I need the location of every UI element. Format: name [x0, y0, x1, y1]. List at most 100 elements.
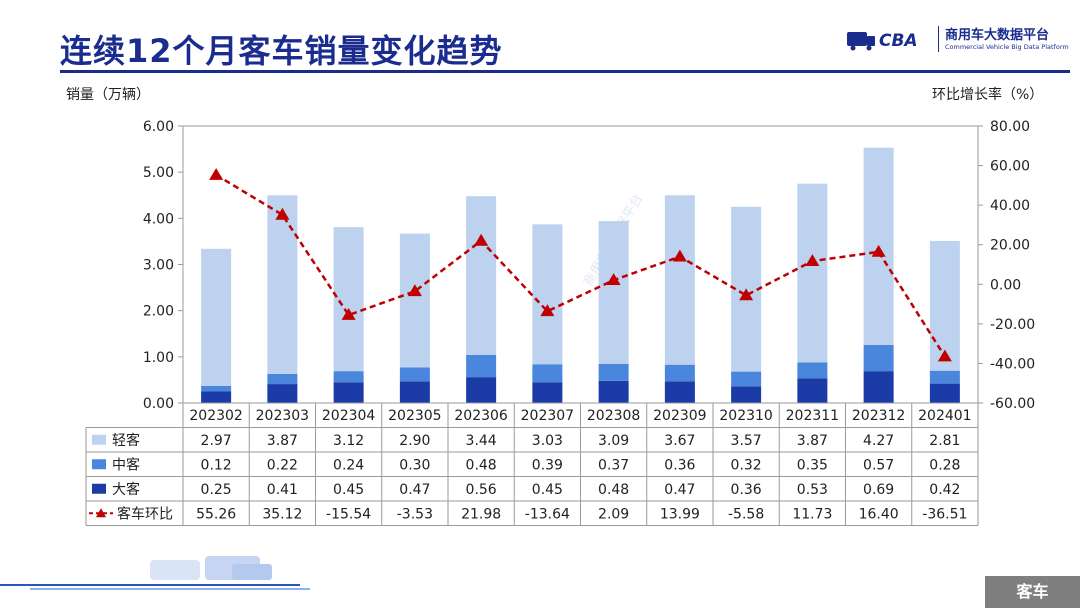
table-cell-value: 3.44: [466, 433, 497, 449]
category-tag: 客车: [985, 576, 1080, 608]
y-right-tick-label: -40.00: [990, 356, 1035, 372]
table-cell-value: 0.42: [929, 482, 960, 498]
bar-segment-mid: [532, 364, 563, 383]
x-tick-label: 202307: [521, 408, 574, 424]
y-right-tick-label: -20.00: [990, 317, 1035, 333]
table-cell-value: 11.73: [792, 506, 832, 522]
y-left-tick-label: 5.00: [143, 165, 174, 181]
bar-segment-large: [929, 383, 960, 403]
table-cell-value: 0.69: [863, 482, 894, 498]
bar-segment-light: [664, 195, 695, 365]
table-cell-value: 0.22: [267, 457, 298, 473]
bar-segment-large: [399, 381, 430, 403]
bar-segment-large: [598, 380, 629, 403]
bar-segment-large: [267, 384, 298, 403]
table-cell-value: 0.30: [399, 457, 430, 473]
table-cell-value: 0.45: [532, 482, 563, 498]
table-cell-value: 0.36: [731, 482, 762, 498]
table-cell-value: 0.12: [201, 457, 232, 473]
y-right-tick-label: -60.00: [990, 396, 1035, 412]
table-cell-value: 4.27: [863, 433, 894, 449]
y-right-tick-label: 20.00: [990, 238, 1030, 254]
x-tick-label: 202303: [256, 408, 309, 424]
bar-segment-mid: [797, 362, 828, 379]
bar-segment-mid: [929, 370, 960, 384]
table-cell-value: 2.81: [929, 433, 960, 449]
bar-segment-light: [466, 196, 497, 355]
x-tick-label: 202308: [587, 408, 640, 424]
y-left-tick-label: 4.00: [143, 211, 174, 227]
table-cell-value: -3.53: [397, 506, 433, 522]
line-point-marker: [937, 349, 952, 362]
table-cell-value: 0.35: [797, 457, 828, 473]
table-cell-value: 3.87: [267, 433, 298, 449]
table-cell-value: 0.32: [731, 457, 762, 473]
table-cell-value: 0.48: [466, 457, 497, 473]
bar-segment-large: [333, 382, 364, 403]
table-cell-value: 13.99: [660, 506, 700, 522]
table-cell-value: 0.47: [664, 482, 695, 498]
table-cell-value: 0.36: [664, 457, 695, 473]
bar-segment-mid: [664, 364, 695, 382]
y-axis-right-label: 环比增长率（%）: [932, 87, 1044, 103]
bar-segment-large: [201, 391, 232, 403]
legend-label: 大客: [112, 481, 140, 498]
table-cell-value: 2.09: [598, 506, 629, 522]
logo-separator: [938, 26, 939, 52]
bar-segment-large: [797, 378, 828, 403]
table-cell-value: 2.97: [201, 433, 232, 449]
line-point-marker: [540, 304, 555, 317]
y-right-tick-label: 60.00: [990, 159, 1030, 175]
x-tick-label: 202305: [388, 408, 441, 424]
line-point-marker: [606, 273, 621, 286]
x-tick-label: 202306: [454, 408, 508, 424]
table-cell-value: 0.47: [399, 482, 430, 498]
bar-segment-mid: [267, 373, 298, 385]
bar-segment-large: [466, 377, 497, 403]
line-point-marker: [739, 288, 754, 301]
table-cell-value: 0.48: [598, 482, 629, 498]
y-left-tick-label: 0.00: [143, 396, 174, 412]
bar-segment-light: [598, 221, 629, 364]
table-cell-value: -5.58: [728, 506, 764, 522]
x-tick-label: 202309: [653, 408, 706, 424]
brand-logo: CBA 商用车大数据平台 Commercial Vehicle Big Data…: [845, 22, 1075, 58]
bar-segment-large: [731, 386, 762, 403]
table-cell-value: 21.98: [461, 506, 501, 522]
table-cell-value: 0.25: [201, 482, 232, 498]
table-cell-value: 0.28: [929, 457, 960, 473]
bar-segment-light: [333, 227, 364, 372]
line-point-marker: [275, 207, 290, 220]
legend-key: [92, 483, 106, 494]
line-point-marker: [407, 284, 422, 297]
bar-segment-mid: [201, 385, 232, 392]
table-cell-value: 3.67: [664, 433, 695, 449]
table-cell-value: 0.41: [267, 482, 298, 498]
bar-segment-light: [532, 224, 563, 365]
y-right-tick-label: 0.00: [990, 277, 1021, 293]
bar-segment-mid: [598, 363, 629, 381]
table-cell-value: 3.03: [532, 433, 563, 449]
y-axis-left-label: 销量（万辆）: [66, 87, 150, 103]
table-cell-value: 0.24: [333, 457, 364, 473]
page-title: 连续12个月客车销量变化趋势: [60, 32, 503, 70]
truck-logo-icon: CBA: [847, 31, 918, 51]
table-cell-value: 35.12: [262, 506, 302, 522]
legend-label: 中客: [112, 456, 140, 473]
x-tick-label: 202311: [786, 408, 839, 424]
bus-decoration-icon: [0, 556, 310, 590]
table-cell-value: -36.51: [922, 506, 967, 522]
bar-segment-light: [399, 233, 430, 368]
x-tick-label: 202304: [322, 408, 376, 424]
logo-en: Commercial Vehicle Big Data Platform: [945, 43, 1069, 51]
bar-segment-large: [532, 382, 563, 403]
legend-label: 轻客: [112, 432, 140, 449]
y-right-tick-label: 40.00: [990, 198, 1030, 214]
y-left-tick-label: 3.00: [143, 258, 174, 274]
logo-mark-text: CBA: [879, 31, 918, 51]
line-series-mom: [215, 173, 946, 358]
x-tick-label: 202312: [852, 408, 905, 424]
bar-segment-mid: [333, 371, 364, 383]
line-point-marker: [209, 167, 224, 180]
y-right-tick-label: 80.00: [990, 119, 1030, 135]
